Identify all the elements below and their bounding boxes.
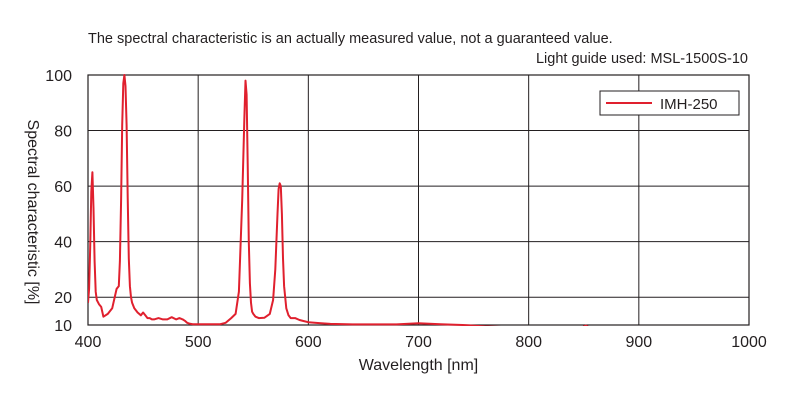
legend: IMH-250 bbox=[599, 90, 740, 116]
series-line-imh-250 bbox=[88, 74, 589, 326]
y-tick-label: 80 bbox=[54, 124, 72, 141]
plot-frame bbox=[87, 74, 750, 326]
grid bbox=[88, 75, 749, 325]
series-lines bbox=[88, 74, 589, 326]
x-tick-label: 800 bbox=[515, 334, 542, 351]
x-tick-label: 1000 bbox=[731, 334, 767, 351]
y-tick-label: 20 bbox=[54, 290, 72, 307]
x-tick-label: 600 bbox=[295, 334, 322, 351]
y-tick-label: 100 bbox=[45, 68, 72, 85]
light-guide-note: Light guide used: MSL-1500S-10 bbox=[535, 51, 748, 67]
y-tick-labels: 10 20 40 60 80 100 bbox=[45, 68, 72, 335]
legend-label: IMH-250 bbox=[660, 96, 718, 113]
measurement-note: The spectral characteristic is an actual… bbox=[88, 31, 613, 47]
y-tick-label: 40 bbox=[54, 235, 72, 252]
x-axis-label: Wavelength [nm] bbox=[359, 357, 478, 374]
y-tick-label: 60 bbox=[54, 179, 72, 196]
x-tick-label: 700 bbox=[405, 334, 432, 351]
y-tick-label: 10 bbox=[54, 318, 72, 335]
x-tick-label: 400 bbox=[75, 334, 102, 351]
y-axis-label: Spectral characteristic [%] bbox=[24, 120, 41, 305]
x-tick-label: 500 bbox=[185, 334, 212, 351]
x-tick-label: 900 bbox=[625, 334, 652, 351]
x-tick-labels: 400 500 600 700 800 900 1000 bbox=[75, 334, 767, 351]
